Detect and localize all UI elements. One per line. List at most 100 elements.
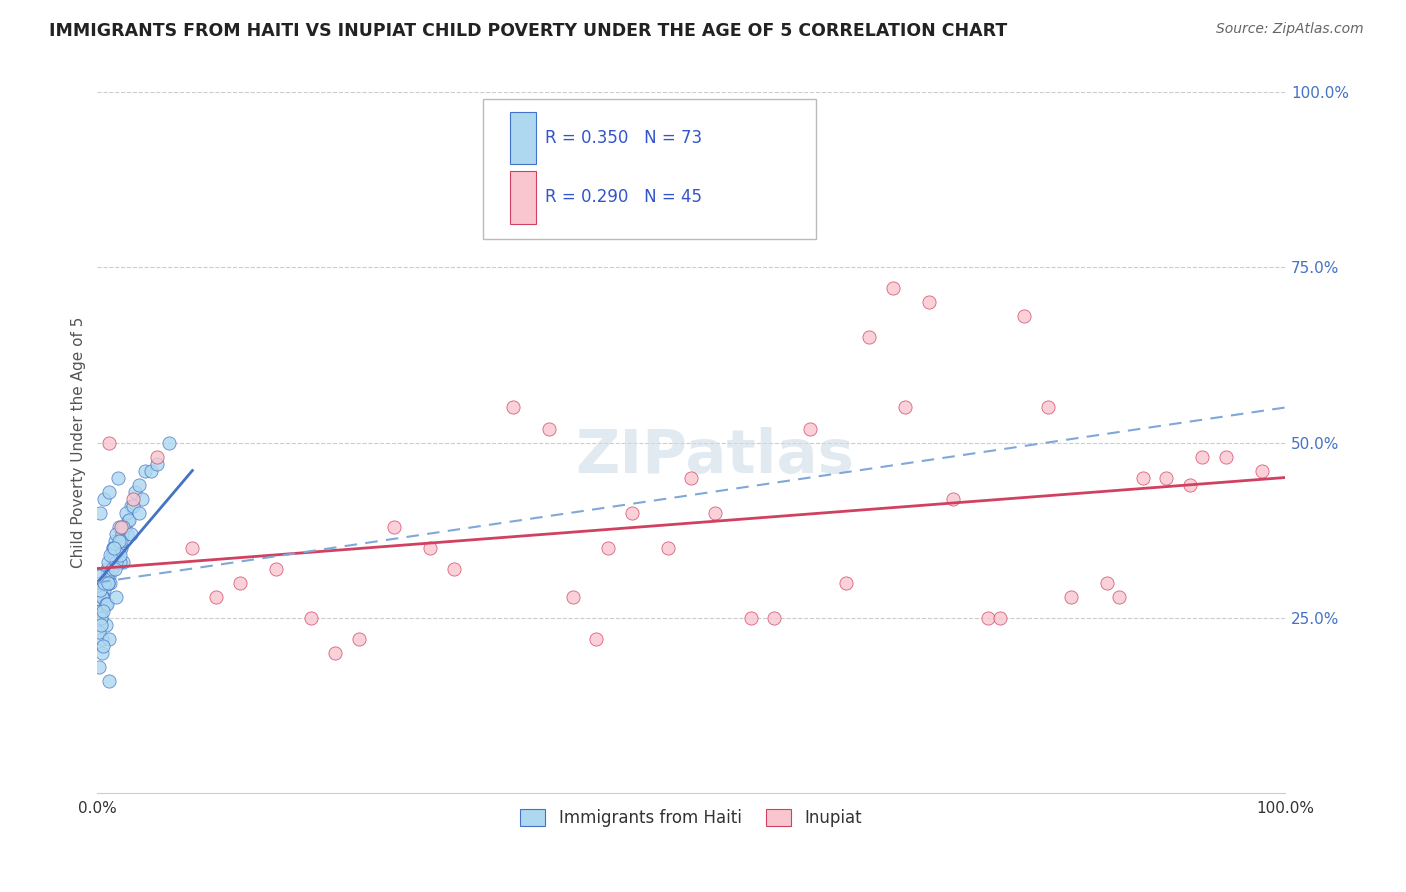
Point bbox=[157, 435, 180, 450]
Point bbox=[229, 575, 252, 590]
Point bbox=[94, 617, 117, 632]
Point bbox=[561, 590, 583, 604]
Point bbox=[94, 597, 117, 611]
Point bbox=[323, 646, 346, 660]
Point bbox=[90, 610, 112, 624]
Point bbox=[89, 604, 111, 618]
Point bbox=[977, 610, 1000, 624]
Text: R = 0.290   N = 45: R = 0.290 N = 45 bbox=[546, 188, 702, 206]
Point bbox=[502, 401, 524, 415]
Point bbox=[108, 555, 131, 569]
Point bbox=[347, 632, 370, 646]
Point bbox=[145, 450, 167, 464]
Point bbox=[145, 457, 167, 471]
Point bbox=[105, 526, 128, 541]
Point bbox=[1132, 470, 1154, 484]
Point bbox=[858, 330, 880, 344]
Point bbox=[122, 499, 145, 513]
Point bbox=[181, 541, 204, 555]
Point bbox=[419, 541, 441, 555]
Point bbox=[93, 491, 115, 506]
Point bbox=[110, 519, 132, 533]
Point bbox=[120, 526, 142, 541]
Point bbox=[124, 484, 146, 499]
Point bbox=[87, 659, 110, 673]
Point bbox=[89, 582, 111, 597]
Point bbox=[90, 610, 112, 624]
Point bbox=[97, 555, 120, 569]
Point bbox=[91, 604, 114, 618]
FancyBboxPatch shape bbox=[484, 99, 815, 239]
Point bbox=[122, 491, 145, 506]
Point bbox=[740, 610, 762, 624]
Point bbox=[87, 568, 110, 582]
Point bbox=[90, 604, 112, 618]
Point bbox=[134, 463, 156, 477]
Point bbox=[91, 590, 114, 604]
Point bbox=[105, 590, 128, 604]
Point bbox=[108, 548, 131, 562]
Text: Source: ZipAtlas.com: Source: ZipAtlas.com bbox=[1216, 22, 1364, 37]
Point bbox=[1215, 450, 1237, 464]
Point bbox=[98, 568, 121, 582]
Point bbox=[97, 575, 120, 590]
Point bbox=[91, 639, 114, 653]
Point bbox=[704, 506, 727, 520]
Point bbox=[139, 463, 162, 477]
Point bbox=[110, 533, 132, 548]
Point bbox=[90, 617, 112, 632]
Point bbox=[100, 575, 122, 590]
Point bbox=[100, 561, 122, 575]
Point bbox=[1180, 477, 1202, 491]
Point bbox=[443, 561, 465, 575]
Point bbox=[101, 541, 124, 555]
Point bbox=[98, 484, 121, 499]
Point bbox=[89, 506, 111, 520]
Point bbox=[98, 673, 121, 688]
Point bbox=[598, 541, 620, 555]
Point bbox=[799, 421, 821, 435]
Point bbox=[1250, 463, 1272, 477]
Point bbox=[91, 590, 114, 604]
Point bbox=[115, 506, 138, 520]
Point bbox=[264, 561, 287, 575]
Point bbox=[107, 470, 129, 484]
Point bbox=[111, 526, 134, 541]
Point bbox=[942, 491, 965, 506]
Legend: Immigrants from Haiti, Inupiat: Immigrants from Haiti, Inupiat bbox=[513, 802, 869, 833]
Point bbox=[91, 646, 114, 660]
Point bbox=[89, 575, 111, 590]
Point bbox=[128, 506, 150, 520]
Point bbox=[98, 435, 121, 450]
Point bbox=[91, 632, 114, 646]
Point bbox=[299, 610, 322, 624]
Point bbox=[96, 568, 118, 582]
Point bbox=[1060, 590, 1083, 604]
Point bbox=[128, 477, 150, 491]
Point bbox=[96, 561, 118, 575]
Point bbox=[1036, 401, 1059, 415]
Point bbox=[918, 295, 941, 310]
Point bbox=[120, 499, 142, 513]
Point bbox=[107, 533, 129, 548]
Point bbox=[205, 590, 228, 604]
Point bbox=[585, 632, 607, 646]
Point bbox=[382, 519, 405, 533]
Text: R = 0.350   N = 73: R = 0.350 N = 73 bbox=[546, 128, 703, 147]
Point bbox=[87, 597, 110, 611]
Point bbox=[103, 548, 125, 562]
Point bbox=[882, 281, 904, 295]
Point bbox=[537, 421, 560, 435]
Point bbox=[1095, 575, 1118, 590]
Point bbox=[93, 575, 115, 590]
Point bbox=[131, 491, 153, 506]
Point bbox=[104, 533, 127, 548]
Point bbox=[1191, 450, 1213, 464]
Point bbox=[681, 470, 703, 484]
Point bbox=[91, 590, 114, 604]
Point bbox=[101, 541, 124, 555]
Point bbox=[988, 610, 1011, 624]
Point bbox=[97, 575, 120, 590]
Text: IMMIGRANTS FROM HAITI VS INUPIAT CHILD POVERTY UNDER THE AGE OF 5 CORRELATION CH: IMMIGRANTS FROM HAITI VS INUPIAT CHILD P… bbox=[49, 22, 1008, 40]
Point bbox=[100, 548, 122, 562]
